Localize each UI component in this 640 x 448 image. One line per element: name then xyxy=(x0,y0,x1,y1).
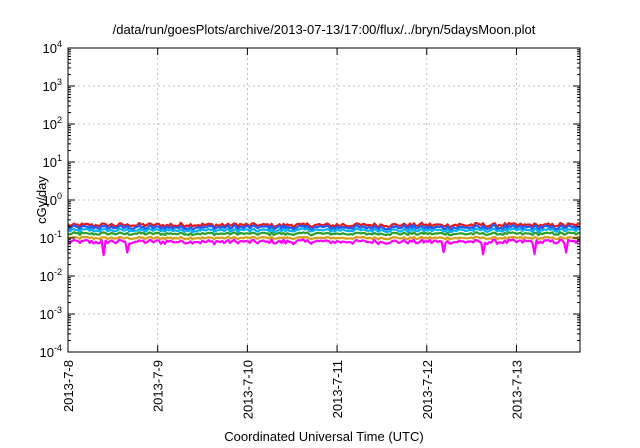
y-tick-label: 101 xyxy=(43,153,62,170)
x-tick-label: 2013-7-10 xyxy=(240,360,255,419)
grid xyxy=(68,48,580,352)
y-tick-label: 104 xyxy=(43,39,62,56)
y-axis-label: cGy/day xyxy=(34,176,49,224)
y-tick-label: 10-2 xyxy=(40,267,62,284)
y-tick-label: 10-1 xyxy=(40,229,62,246)
x-tick-label: 2013-7-9 xyxy=(151,360,166,412)
y-tick-label: 102 xyxy=(43,115,62,132)
y-ticks: 10-4 10-3 10-2 10-1 100 101 102 103 104 xyxy=(40,39,580,360)
x-tick-label: 2013-7-12 xyxy=(420,360,435,419)
chart-title: /data/run/goesPlots/archive/2013-07-13/1… xyxy=(113,22,536,37)
x-tick-label: 2013-7-8 xyxy=(61,360,76,412)
y-tick-label: 10-4 xyxy=(40,343,62,360)
x-tick-label: 2013-7-13 xyxy=(509,360,524,419)
series-line-1 xyxy=(67,221,581,229)
y-tick-label: 103 xyxy=(43,77,62,94)
series-line-6 xyxy=(67,238,581,257)
x-ticks: 2013-7-8 2013-7-9 2013-7-10 2013-7-11 2013-7… xyxy=(61,48,524,419)
series-line-2 xyxy=(67,223,580,232)
series-line-4 xyxy=(67,231,580,237)
x-tick-label: 2013-7-11 xyxy=(330,360,345,418)
series-line-5 xyxy=(67,235,581,241)
y-tick-label: 10-3 xyxy=(40,305,62,322)
series-group xyxy=(67,221,581,257)
series-line-3 xyxy=(67,227,581,234)
y-tick-label: 100 xyxy=(43,191,62,208)
x-axis-label: Coordinated Universal Time (UTC) xyxy=(224,429,423,444)
